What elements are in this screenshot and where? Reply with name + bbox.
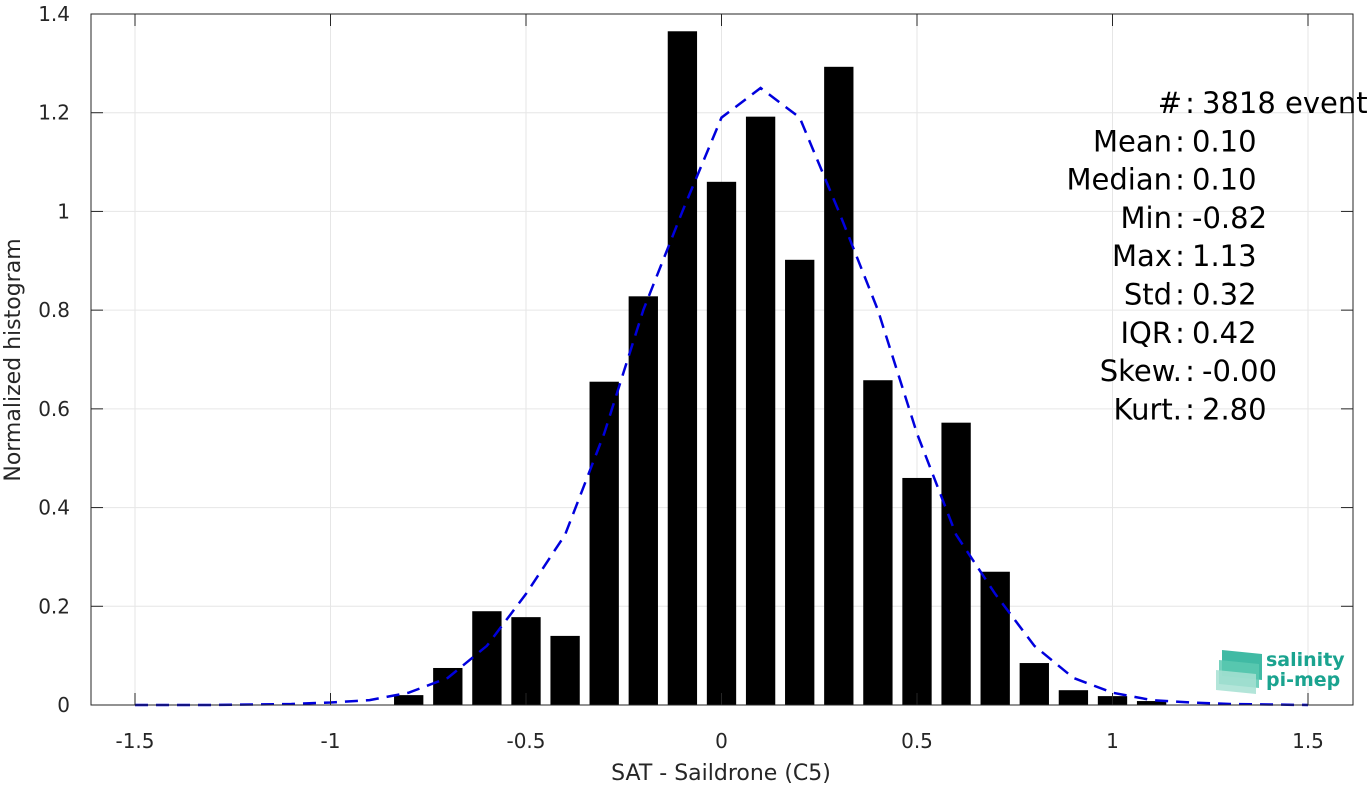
stat-label: Mean [1093, 124, 1172, 158]
histogram-bar [785, 259, 815, 705]
stat-separator: : [1175, 278, 1185, 312]
waves-stack-icon [1216, 650, 1262, 694]
axis-ticks [91, 13, 1353, 706]
histogram-bar [863, 380, 893, 705]
y-tick-label: 0.2 [38, 594, 70, 618]
y-tick-label: 1.4 [38, 2, 70, 26]
stat-separator: : [1175, 124, 1185, 158]
stat-value: 0.42 [1192, 316, 1257, 350]
stat-label: Min [1121, 201, 1172, 235]
logo-text-salinity: salinity [1266, 649, 1345, 671]
x-tick-labels: -1.5 -1 -0.5 0 0.5 1 1.5 [115, 729, 1323, 753]
stat-separator: : [1185, 354, 1195, 388]
x-tick-label: -1.5 [115, 729, 154, 753]
x-axis-label: SAT - Saildrone (C5) [611, 761, 831, 785]
histogram-bar [902, 477, 932, 705]
x-tick-label: 1 [1106, 729, 1119, 753]
x-tick-label: 0 [715, 729, 728, 753]
histogram-bar [706, 181, 737, 706]
histogram-bar [550, 635, 580, 705]
y-tick-label: 0 [57, 693, 70, 717]
stat-separator: : [1185, 86, 1195, 120]
histogram-bar [1136, 701, 1167, 705]
stat-value: -0.00 [1202, 354, 1277, 388]
stat-separator: : [1175, 163, 1185, 197]
stat-value: 3818 events [1202, 86, 1367, 120]
salinity-pimep-logo: salinity pi-mep [1216, 649, 1345, 694]
y-tick-label: 1 [57, 199, 70, 223]
histogram-bar [394, 695, 424, 705]
stat-label: Skew. [1100, 354, 1182, 388]
stat-label: Std [1124, 278, 1172, 312]
stat-value: 2.80 [1202, 392, 1267, 426]
stat-label: Median [1067, 163, 1172, 197]
y-tick-labels: 0 0.2 0.4 0.6 0.8 1 1.2 1.4 [38, 2, 70, 717]
histogram-bar [1019, 663, 1049, 705]
stat-value: -0.82 [1192, 201, 1267, 235]
histogram-bar [824, 66, 854, 706]
x-tick-label: -1 [321, 729, 341, 753]
x-tick-label: 1.5 [1292, 729, 1324, 753]
stat-separator: : [1175, 201, 1185, 235]
histogram-bars [394, 31, 1167, 706]
x-tick-label: -0.5 [506, 729, 545, 753]
histogram-bar [433, 667, 463, 705]
x-tick-label: 0.5 [901, 729, 933, 753]
y-tick-label: 0.6 [38, 397, 70, 421]
stat-separator: : [1175, 316, 1185, 350]
y-tick-label: 0.4 [38, 496, 70, 520]
logo-text-pimep: pi-mep [1266, 669, 1340, 691]
stat-value: 0.32 [1192, 278, 1257, 312]
histogram-bar [941, 422, 971, 705]
stat-label: IQR [1120, 316, 1172, 350]
histogram-bar [745, 116, 776, 706]
stat-separator: : [1175, 239, 1185, 273]
y-tick-label: 0.8 [38, 298, 70, 322]
stat-separator: : [1185, 392, 1195, 426]
stat-label: Kurt. [1114, 392, 1182, 426]
stat-label: # [1158, 86, 1182, 120]
y-tick-label: 1.2 [38, 101, 70, 125]
histogram-bar [472, 611, 502, 705]
histogram-bar [511, 617, 541, 705]
y-axis-label: Normalized histogram [1, 238, 26, 481]
histogram-bar [667, 31, 698, 705]
histogram-bar [1058, 690, 1089, 705]
stat-value: 1.13 [1192, 239, 1257, 273]
stat-value: 0.10 [1192, 124, 1257, 158]
stat-value: 0.10 [1192, 163, 1257, 197]
stat-label: Max [1112, 239, 1172, 273]
histogram-bar [628, 296, 658, 705]
